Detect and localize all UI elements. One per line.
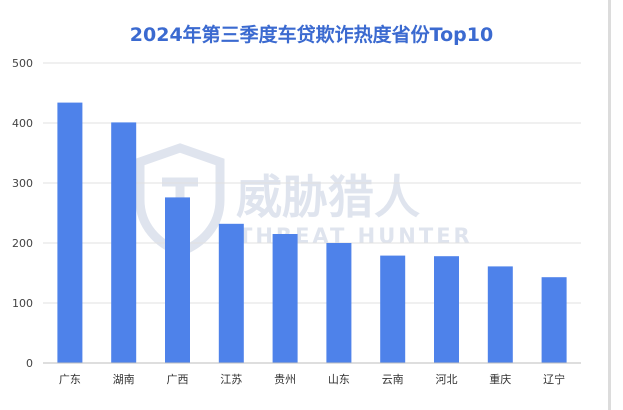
bar-8	[434, 256, 459, 363]
bar-7	[380, 255, 406, 363]
y-tick-label: 0	[26, 357, 33, 370]
x-category-label: 江苏	[220, 373, 242, 386]
bar-3	[165, 197, 190, 363]
y-tick-label: 400	[12, 117, 33, 130]
x-category-label: 云南	[382, 373, 404, 386]
y-tick-label: 100	[12, 297, 33, 310]
watermark-brand-cn: 威胁猎人	[236, 170, 420, 224]
x-category-label: 广东	[59, 373, 81, 386]
bar-10	[541, 277, 567, 363]
y-tick-label: 200	[12, 237, 33, 250]
y-tick-label: 300	[12, 177, 33, 190]
page-edge-divider	[608, 0, 611, 410]
y-tick-label: 500	[12, 57, 33, 70]
chart-title: 2024年第三季度车贷欺诈热度省份Top10	[129, 24, 494, 46]
x-category-label: 重庆	[489, 372, 511, 386]
bar-6	[326, 243, 352, 363]
x-category-label: 广西	[167, 373, 189, 386]
x-category-label: 山东	[328, 373, 350, 386]
bar-5	[272, 234, 298, 363]
x-category-label: 湖南	[113, 373, 135, 386]
bar-1	[57, 102, 83, 363]
bar-9	[487, 266, 513, 363]
x-category-label: 河北	[436, 373, 458, 386]
x-axis-categories: 广东 湖南 广西 江苏 贵州 山东 云南 河北 重庆 辽宁	[59, 372, 565, 386]
bars	[57, 102, 567, 364]
x-category-label: 贵州	[274, 373, 296, 386]
y-axis-ticks: 0 100 200 300 400 500	[12, 57, 33, 370]
bar-2	[111, 122, 137, 364]
bar-4	[218, 223, 244, 363]
x-category-label: 辽宁	[543, 372, 565, 386]
